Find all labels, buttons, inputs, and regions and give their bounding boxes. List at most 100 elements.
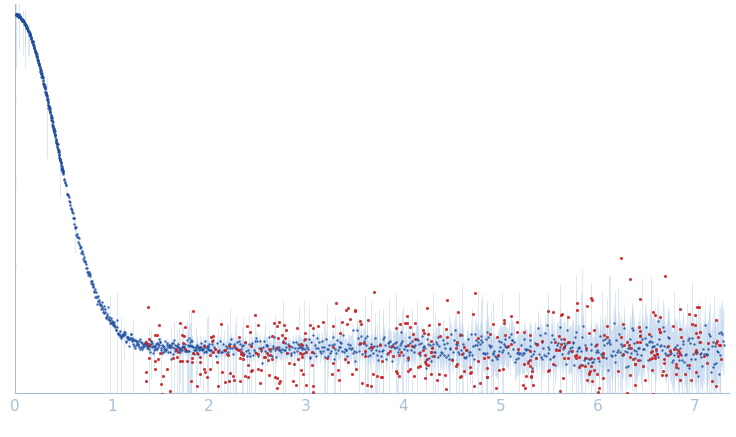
Point [413,340,425,347]
Point [124,330,136,337]
Point [17,17,29,24]
Point [417,326,429,333]
Point [571,299,583,306]
Point [355,379,367,386]
Point [524,331,536,338]
Point [325,347,337,354]
Point [330,299,342,306]
Point [512,346,524,353]
Point [30,53,42,60]
Point [52,143,63,150]
Point [169,345,180,352]
Point [38,81,50,88]
Point [268,342,280,349]
Point [675,351,687,358]
Point [135,346,146,353]
Point [96,303,108,310]
Point [233,347,245,354]
Point [588,356,600,363]
Point [362,352,374,359]
Point [533,350,545,357]
Point [40,88,52,95]
Point [487,320,499,327]
Point [43,104,54,111]
Point [454,374,466,381]
Point [679,352,691,359]
Point [29,47,41,54]
Point [660,372,672,379]
Point [26,38,38,45]
Point [636,336,648,343]
Point [537,355,548,362]
Point [586,297,598,304]
Point [618,324,630,331]
Point [52,146,64,153]
Point [144,392,155,399]
Point [52,147,64,154]
Point [28,44,40,51]
Point [271,385,283,392]
Point [33,61,45,68]
Point [16,17,28,24]
Point [410,336,422,343]
Point [33,61,45,68]
Point [162,392,174,399]
Point [290,338,302,345]
Point [144,343,155,350]
Point [18,20,30,27]
Point [641,341,653,348]
Point [344,399,355,406]
Point [548,336,559,343]
Point [543,346,555,353]
Point [683,310,695,317]
Point [187,308,199,315]
Point [659,273,670,280]
Point [26,38,38,45]
Point [624,336,636,343]
Point [586,377,598,384]
Point [643,357,654,364]
Point [562,354,574,361]
Point [12,12,24,19]
Point [54,156,66,163]
Point [227,372,238,379]
Point [92,298,104,305]
Point [227,351,239,358]
Point [612,367,623,374]
Point [710,339,722,346]
Point [24,31,36,38]
Point [296,350,308,357]
Point [261,349,272,356]
Point [537,344,549,351]
Point [498,316,510,323]
Point [49,134,61,141]
Point [121,333,132,340]
Point [103,317,115,324]
Point [33,62,45,69]
Point [368,342,380,349]
Point [143,354,155,361]
Point [566,343,578,350]
Point [668,356,679,363]
Point [187,350,199,357]
Point [376,347,388,354]
Point [185,359,197,366]
Point [229,344,241,351]
Point [306,349,318,356]
Point [156,350,168,357]
Point [454,331,466,338]
Point [291,344,303,351]
Point [215,320,227,327]
Point [651,341,662,348]
Point [175,346,187,353]
Point [610,336,622,343]
Point [525,342,537,349]
Point [515,341,527,348]
Point [425,337,437,344]
Point [342,341,354,348]
Point [10,10,22,17]
Point [573,345,585,352]
Point [271,344,283,351]
Point [364,347,376,354]
Point [30,49,42,56]
